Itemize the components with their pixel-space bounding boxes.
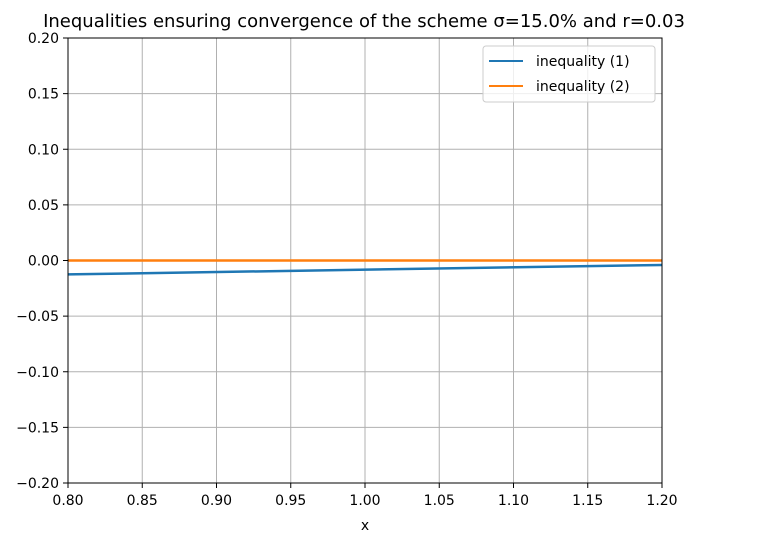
y-tick-label: 0.10: [28, 142, 59, 158]
x-tick-label: 0.90: [201, 493, 232, 509]
y-tick-label: −0.20: [16, 476, 59, 492]
y-tick-label: −0.10: [16, 365, 59, 381]
y-tick-label: 0.20: [28, 31, 59, 47]
x-tick-label: 1.20: [646, 493, 677, 509]
x-axis-ticks: 0.80 0.85 0.90 0.95 1.00 1.05 1.10 1.15 1.20: [52, 483, 678, 509]
series-lines: [67, 259, 663, 276]
y-axis-ticks: −0.20 −0.15 −0.10 −0.05 0.00 0.05 0.10 0.15 0.20: [16, 31, 68, 492]
legend-label-inequality-1: inequality (1): [536, 54, 630, 70]
chart-title: Inequalities ensuring convergence of the…: [43, 11, 685, 32]
x-tick-label: 0.95: [275, 493, 306, 509]
x-tick-label: 1.10: [498, 493, 529, 509]
legend: inequality (1) inequality (2): [482, 45, 656, 103]
x-tick-label: 1.05: [424, 493, 455, 509]
y-tick-label: −0.15: [16, 420, 59, 436]
x-tick-label: 0.85: [127, 493, 158, 509]
y-tick-label: 0.00: [28, 254, 59, 270]
x-tick-label: 1.15: [572, 493, 603, 509]
y-tick-label: 0.15: [28, 87, 59, 103]
x-tick-label: 0.80: [52, 493, 83, 509]
series-line-inequality-1: [67, 263, 663, 276]
x-axis-label: x: [361, 518, 369, 534]
legend-box: [482, 45, 656, 103]
y-tick-label: 0.05: [28, 198, 59, 214]
legend-label-inequality-2: inequality (2): [536, 79, 630, 95]
y-tick-label: −0.05: [16, 309, 59, 325]
x-tick-label: 1.00: [349, 493, 380, 509]
